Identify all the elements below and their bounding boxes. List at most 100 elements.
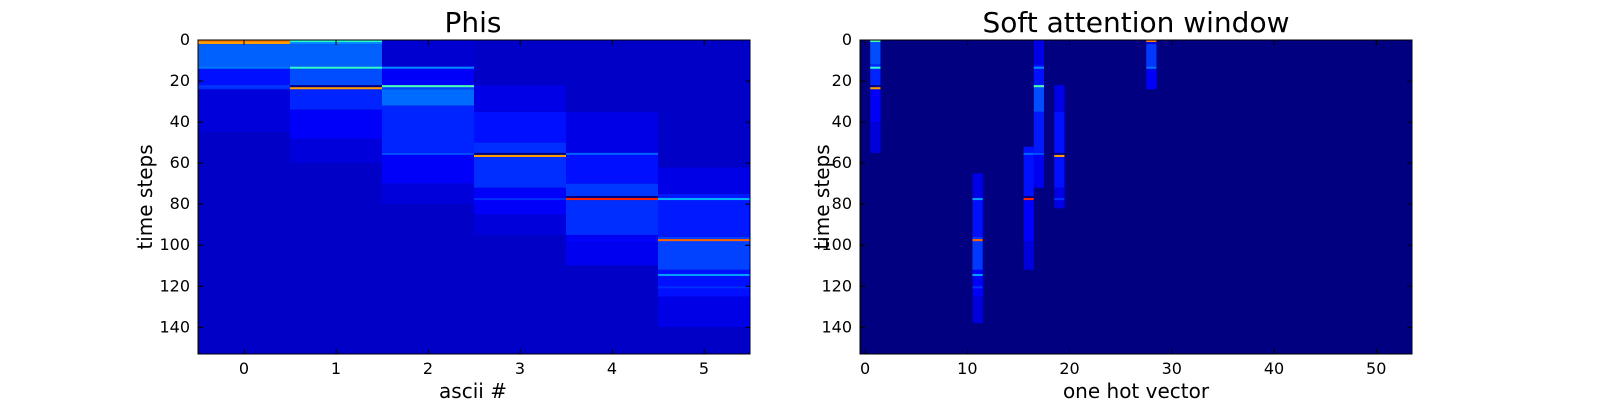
heatmap-line bbox=[198, 66, 290, 69]
y-tick-label: 80 bbox=[832, 194, 852, 213]
panel-phis: Phis ascii # time steps 0 1 2 3 4 5 0 20 40 60 80 1… bbox=[133, 6, 751, 400]
heatmap-line bbox=[566, 198, 658, 201]
heatmap-band bbox=[1033, 64, 1044, 86]
heatmap-line bbox=[870, 87, 881, 90]
heatmap-band bbox=[566, 40, 658, 112]
y-tick-label: 20 bbox=[170, 71, 190, 90]
heatmap-band bbox=[290, 109, 382, 139]
heatmap-band bbox=[972, 198, 983, 238]
heatmap-band bbox=[290, 163, 382, 354]
x-tick-label: 2 bbox=[423, 359, 433, 378]
heatmap-band bbox=[474, 40, 566, 86]
heatmap-line bbox=[1033, 66, 1044, 69]
heatmap-cells bbox=[860, 40, 1412, 354]
y-tick-label: 80 bbox=[170, 194, 190, 213]
heatmap-line bbox=[870, 40, 881, 43]
y-tick-label: 0 bbox=[842, 30, 852, 49]
y-tick-label: 100 bbox=[821, 235, 852, 254]
heatmap-band bbox=[1023, 200, 1034, 242]
x-tick-label: 5 bbox=[699, 359, 709, 378]
heatmap-band bbox=[474, 156, 566, 188]
heatmap-band bbox=[566, 265, 658, 354]
heatmap-line bbox=[1146, 66, 1157, 69]
heatmap-band bbox=[972, 237, 983, 270]
heatmap-line bbox=[382, 66, 474, 69]
heatmap-background bbox=[860, 40, 1412, 354]
heatmap-line bbox=[1054, 154, 1065, 157]
x-axis-label: one hot vector bbox=[1063, 379, 1210, 400]
heatmap-band bbox=[1033, 111, 1044, 153]
x-tick-label: 30 bbox=[1162, 359, 1182, 378]
heatmap-line bbox=[198, 87, 290, 90]
heatmap-line bbox=[474, 154, 566, 157]
y-tick-label: 120 bbox=[821, 276, 852, 295]
heatmap-band bbox=[972, 269, 983, 297]
heatmap-band bbox=[474, 142, 566, 153]
heatmap-band bbox=[474, 85, 566, 112]
heatmap-line bbox=[972, 273, 983, 277]
heatmap-line bbox=[382, 85, 474, 88]
y-tick-label: 140 bbox=[821, 317, 852, 336]
heatmap-line bbox=[1146, 40, 1157, 43]
chart-title: Soft attention window bbox=[982, 6, 1289, 39]
x-axis-label: ascii # bbox=[439, 379, 507, 400]
heatmap-band bbox=[474, 187, 566, 215]
heatmap-line bbox=[566, 152, 658, 155]
x-tick-label: 0 bbox=[239, 359, 249, 378]
heatmap-band bbox=[382, 204, 474, 354]
heatmap-band bbox=[658, 193, 750, 238]
heatmap-band bbox=[1054, 85, 1065, 112]
heatmap-band bbox=[1146, 44, 1157, 67]
heatmap-band bbox=[870, 122, 881, 153]
heatmap-band bbox=[658, 40, 750, 168]
heatmap-band bbox=[1033, 85, 1044, 112]
heatmap-band bbox=[290, 68, 382, 86]
heatmap-band bbox=[1023, 146, 1034, 196]
heatmap-line bbox=[1033, 85, 1044, 88]
heatmap-band bbox=[382, 105, 474, 153]
y-axis-label: time steps bbox=[133, 144, 157, 249]
heatmap-band bbox=[566, 183, 658, 196]
heatmap-band bbox=[382, 66, 474, 86]
heatmap-line bbox=[658, 239, 750, 242]
heatmap-band bbox=[474, 234, 566, 354]
x-tick-label: 3 bbox=[515, 359, 525, 378]
panel-soft-attention: Soft attention window one hot vector tim… bbox=[810, 6, 1413, 400]
y-tick-label: 140 bbox=[159, 317, 190, 336]
plot-frame bbox=[859, 39, 1413, 355]
heatmap-band bbox=[658, 237, 750, 270]
axis-ticks: 0 1 2 3 4 5 0 20 40 60 80 100 120 140 bbox=[159, 30, 750, 378]
heatmap-band bbox=[290, 138, 382, 164]
heatmap-band bbox=[198, 89, 290, 133]
heatmap-band bbox=[382, 152, 474, 184]
axis-ticks: 0 10 20 30 40 50 0 20 40 60 80 100 120 140 bbox=[821, 30, 1412, 378]
x-tick-label: 20 bbox=[1059, 359, 1079, 378]
heatmap-band bbox=[972, 296, 983, 324]
heatmap-line bbox=[382, 152, 474, 155]
heatmap-band bbox=[870, 64, 881, 86]
heatmap-band bbox=[566, 152, 658, 184]
heatmap-band bbox=[382, 183, 474, 205]
y-tick-label: 60 bbox=[170, 153, 190, 172]
heatmap-band bbox=[1033, 152, 1044, 188]
heatmap-line bbox=[566, 239, 658, 242]
heatmap-band bbox=[870, 89, 881, 123]
heatmap-line bbox=[972, 286, 983, 289]
heatmap-band bbox=[658, 296, 750, 328]
heatmap-band bbox=[474, 214, 566, 235]
y-tick-label: 40 bbox=[832, 112, 852, 131]
heatmap-band bbox=[382, 89, 474, 106]
heatmap-band bbox=[198, 68, 290, 86]
heatmap-line bbox=[1023, 152, 1034, 155]
x-tick-label: 10 bbox=[957, 359, 977, 378]
heatmap-band bbox=[474, 111, 566, 143]
heatmap-band bbox=[1033, 40, 1044, 65]
heatmap-line bbox=[870, 66, 881, 69]
heatmap-line bbox=[1023, 198, 1034, 201]
plot-frame bbox=[197, 39, 751, 355]
heatmap-band bbox=[566, 200, 658, 235]
x-tick-label: 50 bbox=[1366, 359, 1386, 378]
y-tick-label: 100 bbox=[159, 235, 190, 254]
heatmap-line bbox=[658, 286, 750, 289]
heatmap-band bbox=[290, 44, 382, 67]
